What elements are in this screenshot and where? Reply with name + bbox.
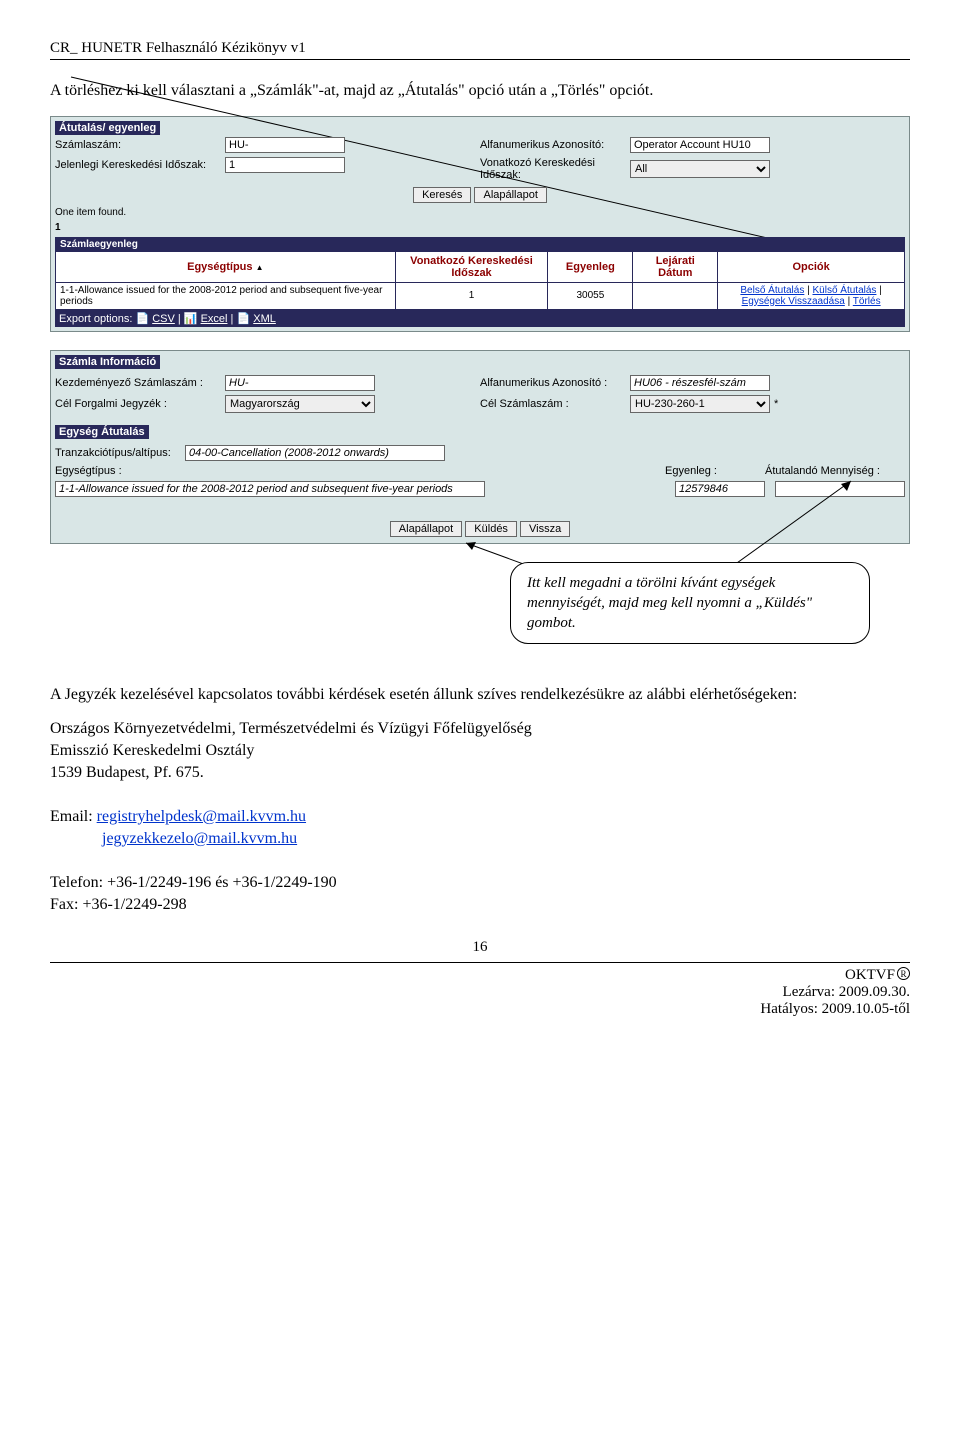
csv-icon: 📄 [135,313,149,325]
cell-options: Belső Átutalás | Külső Átutalás | Egység… [718,282,905,309]
footer-closed: Lezárva: 2009.09.30. [50,984,910,1001]
export-excel[interactable]: Excel [201,313,228,325]
telephone: Telefon: +36-1/2249-196 és +36-1/2249-19… [50,874,910,892]
fax: Fax: +36-1/2249-298 [50,896,910,914]
label-vonat: Vonatkozó Kereskedési Időszak: [480,157,630,181]
export-xml[interactable]: XML [253,313,276,325]
email-link-1[interactable]: registryhelpdesk@mail.kvvm.hu [97,808,306,825]
label-celszam: Cél Számlaszám : [480,398,630,410]
select-celszam[interactable]: HU-230-260-1 [630,395,770,413]
link-torles[interactable]: Törlés [853,296,881,307]
contact-org1: Országos Környezetvédelmi, Természetvéde… [50,720,910,738]
balance-table: Számlaegyenleg Egységtípus ▲ Vonatkozó K… [55,237,905,310]
input-atutalando[interactable] [775,481,905,497]
label-egysegtipus: Egységtípus : [55,465,185,477]
email-line: Email: registryhelpdesk@mail.kvvm.hu [50,808,910,826]
table-title: Számlaegyenleg [56,237,905,251]
cell-type: 1-1-Allowance issued for the 2008-2012 p… [56,282,396,309]
label-kezd: Kezdeményező Számlaszám : [55,377,225,389]
col-egysegtipus: Egységtípus ▲ [56,251,396,282]
input-kezd[interactable] [225,375,375,391]
label-alfa2: Alfanumerikus Azonosító : [480,377,630,389]
input-szamlaszam[interactable] [225,137,345,153]
export-row: Export options: 📄 CSV | 📊 Excel | 📄 XML [55,310,905,327]
select-celforg[interactable]: Magyarország [225,395,375,413]
kuldes-button[interactable]: Küldés [465,521,517,537]
screenshot-balance: Átutalás/ egyenleg Számlaszám: Jelenlegi… [50,116,910,332]
input-egysegtipus[interactable] [55,481,485,497]
contact-intro: A Jegyzék kezelésével kapcsolatos tovább… [50,684,910,706]
required-star: * [774,398,778,410]
footer-org: OKTVF [845,967,895,983]
page-1: 1 [55,220,905,235]
footer-valid: Hatályos: 2009.10.05-től [50,1001,910,1018]
export-csv[interactable]: CSV [152,313,175,325]
label-celforg: Cél Forgalmi Jegyzék : [55,398,225,410]
select-all[interactable]: All [630,160,770,178]
doc-header: CR_ HUNETR Felhasználó Kézikönyv v1 [50,40,910,60]
contact-org2: Emisszió Kereskedelmi Osztály [50,742,910,760]
col-egyenleg: Egyenleg [548,251,633,282]
cell-expiry [633,282,718,309]
alapallapot-button-2[interactable]: Alapállapot [390,521,462,537]
input-alfa[interactable] [630,375,770,391]
input-jelen[interactable] [225,157,345,173]
contact-addr: 1539 Budapest, Pf. 675. [50,764,910,782]
alapallapot-button[interactable]: Alapállapot [474,187,546,203]
input-trantype[interactable] [185,445,445,461]
link-kulso[interactable]: Külső Átutalás [812,285,876,296]
label-atut: Átutalandó Mennyiség : [765,465,905,477]
intro-paragraph: A törléshez ki kell választani a „Számlá… [50,80,910,102]
vissza-button[interactable]: Vissza [520,521,570,537]
link-belso[interactable]: Belső Átutalás [740,285,804,296]
cell-period: 1 [395,282,548,309]
page-number: 16 [50,939,910,956]
footer: OKTVFR Lezárva: 2009.09.30. Hatályos: 20… [50,962,910,1018]
contact-block: Országos Környezetvédelmi, Természetvéde… [50,720,910,914]
col-opciok: Opciók [718,251,905,282]
xml-icon: 📄 [236,313,250,325]
registered-icon: R [897,967,910,980]
section-egyseg-atutalas: Egység Átutalás [55,425,149,439]
kereses-button[interactable]: Keresés [413,187,471,203]
email-line-2: jegyzekkezelo@mail.kvvm.hu [102,830,910,848]
excel-icon: 📊 [184,313,198,325]
section-szamla-info: Számla Információ [55,355,160,369]
cell-balance: 30055 [548,282,633,309]
label-szamlaszam: Számlaszám: [55,139,225,151]
label-jelen: Jelenlegi Kereskedési Időszak: [55,159,225,171]
section-title: Átutalás/ egyenleg [55,121,160,135]
input-operator[interactable] [630,137,770,153]
label-alfa: Alfanumerikus Azonosító: [480,139,630,151]
found-text: One item found. [55,205,905,220]
label-trantype: Tranzakciótípus/altípus: [55,447,185,459]
link-vissza[interactable]: Egységek Visszaadása [742,296,845,307]
label-egyenleg: Egyenleg : [665,465,765,477]
screenshot-transfer: Számla Információ Kezdeményező Számlaszá… [50,350,910,544]
email-link-2[interactable]: jegyzekkezelo@mail.kvvm.hu [102,830,297,847]
callout-box: Itt kell megadni a törölni kívánt egység… [510,562,870,645]
input-egyenleg[interactable] [675,481,765,497]
col-vonat: Vonatkozó Kereskedési Időszak [395,251,548,282]
col-lejarat: Lejárati Dátum [633,251,718,282]
table-row: 1-1-Allowance issued for the 2008-2012 p… [56,282,905,309]
